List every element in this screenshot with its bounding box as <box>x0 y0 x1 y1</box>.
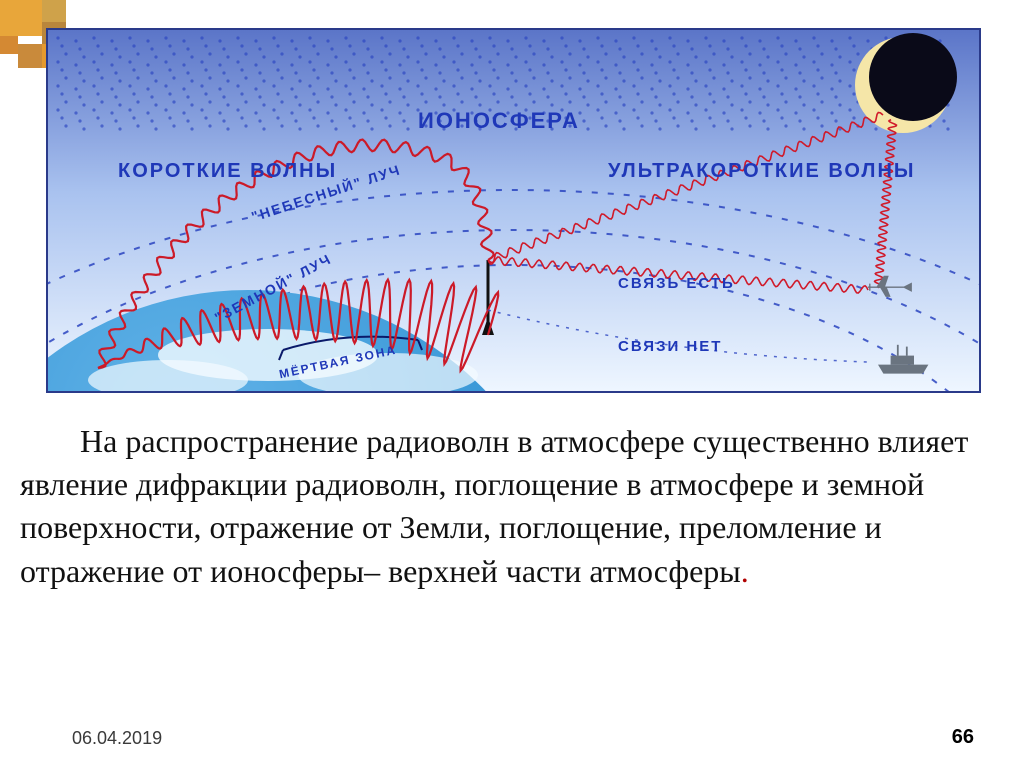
trailing-period: . <box>741 553 749 589</box>
footer-date: 06.04.2019 <box>72 728 162 749</box>
body-paragraph: На распространение радиоволн в атмосфере… <box>20 420 1004 593</box>
page-number: 66 <box>952 726 974 749</box>
label-short-waves: КОРОТКИЕ ВОЛНЫ <box>118 160 337 183</box>
label-connection-yes: СВЯЗЬ ЕСТЬ <box>618 275 735 292</box>
body-text: На распространение радиоволн в атмосфере… <box>20 423 968 589</box>
slide: ИОНОСФЕРА КОРОТКИЕ ВОЛНЫ УЛЬТРАКОРОТКИЕ … <box>0 0 1024 767</box>
diagram-svg <box>48 30 979 391</box>
label-ultra-short-waves: УЛЬТРАКОРОТКИЕ ВОЛНЫ <box>608 160 915 183</box>
label-connection-no: СВЯЗИ НЕТ <box>618 338 722 355</box>
label-ionosphere: ИОНОСФЕРА <box>418 108 580 134</box>
radio-wave-diagram: ИОНОСФЕРА КОРОТКИЕ ВОЛНЫ УЛЬТРАКОРОТКИЕ … <box>46 28 981 393</box>
